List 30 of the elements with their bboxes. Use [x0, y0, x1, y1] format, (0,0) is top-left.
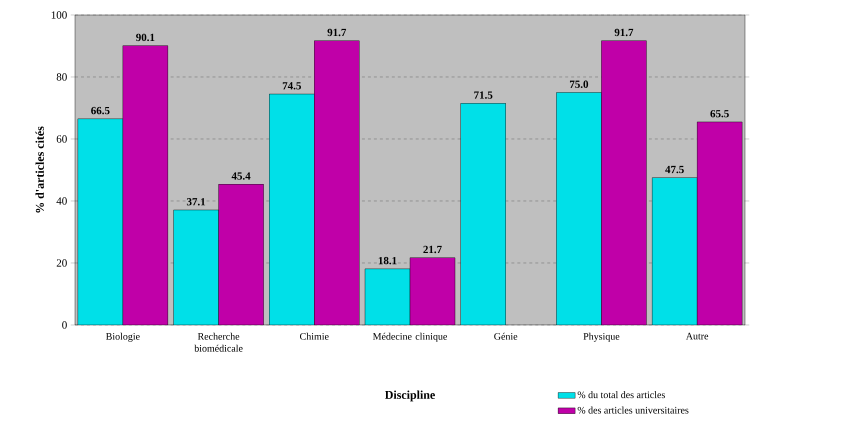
- data-label: 71.5: [474, 91, 492, 99]
- x-tick-label: Chimie: [300, 332, 329, 340]
- data-label: 45.4: [232, 172, 250, 180]
- y-tick-label: 0: [62, 321, 67, 329]
- y-tick-label: 20: [56, 259, 67, 267]
- x-axis-title: Discipline: [384, 390, 435, 402]
- data-label: 37.1: [186, 198, 206, 206]
- x-tick-label: Génie: [494, 332, 518, 340]
- y-tick-label: 100: [52, 11, 67, 19]
- data-label: 21.7: [423, 246, 442, 254]
- x-tick-label: Autre: [686, 332, 708, 340]
- x-tick-label: Biologie: [106, 332, 140, 342]
- y-tick-label: 80: [56, 73, 67, 81]
- data-label: 90.1: [136, 34, 154, 42]
- data-label: 47.5: [665, 166, 684, 174]
- legend-label: % des articles universitaires: [578, 406, 688, 414]
- y-tick-label: 60: [56, 135, 67, 143]
- y-axis-title: % d'articles cités: [35, 126, 44, 213]
- legend-label: % du total des articles: [578, 391, 665, 398]
- y-tick-label: 40: [56, 197, 67, 205]
- data-label: 91.7: [328, 28, 346, 36]
- x-tick-label: Médecine clinique: [372, 332, 448, 342]
- data-label: 74.5: [282, 82, 301, 90]
- data-label: 75.0: [570, 80, 588, 88]
- x-tick-label: Recherche biomédicale: [194, 332, 243, 352]
- data-label: 66.5: [91, 106, 110, 114]
- x-tick-label: Physique: [583, 332, 620, 342]
- data-label: 91.7: [614, 28, 634, 36]
- data-label: 65.5: [710, 110, 729, 118]
- data-label: 18.1: [378, 256, 397, 264]
